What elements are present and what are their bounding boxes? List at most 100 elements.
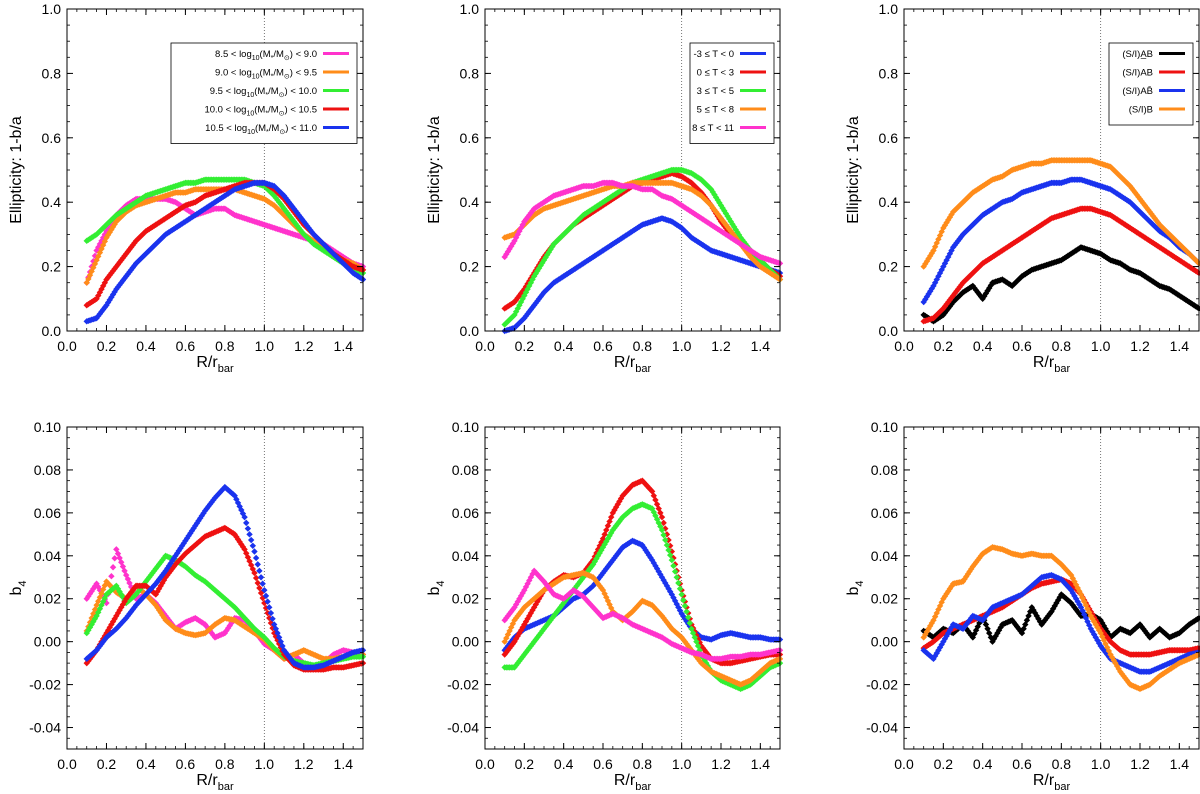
data-point (611, 506, 618, 514)
data-point (630, 606, 638, 614)
legend-label-part: ) < 10.0 (285, 86, 317, 97)
y-tick-label: 0.6 (879, 130, 899, 146)
data-point (114, 585, 122, 592)
data-point (264, 598, 271, 605)
data-point (1164, 229, 1172, 236)
data-point (93, 612, 100, 620)
legend-label-part: ) < 9.5 (290, 68, 317, 79)
data-point (1112, 168, 1119, 175)
data-point (516, 629, 523, 637)
data-point (99, 638, 107, 645)
data-point (307, 237, 314, 245)
legend-label: 5 ≤ T < 8 (697, 105, 734, 116)
data-point (83, 629, 90, 637)
data-point (1013, 277, 1021, 285)
data-point (516, 657, 523, 665)
data-point (750, 256, 757, 264)
x-tick-label: 1.2 (294, 756, 314, 772)
data-point (940, 311, 947, 319)
data-point (565, 226, 572, 233)
series-0 (501, 537, 784, 654)
y-tick-label: 1.0 (879, 1, 899, 17)
y-tick-label: 0.00 (452, 634, 479, 650)
data-point (550, 612, 558, 620)
x-tick-label: 0.8 (633, 756, 653, 772)
data-point (185, 532, 192, 539)
data-point (609, 526, 617, 534)
legend-box (1108, 42, 1194, 126)
data-point (969, 221, 977, 228)
data-point (272, 625, 280, 632)
data-point (685, 642, 692, 650)
legend-label-part: (M (254, 86, 265, 97)
data-point (670, 594, 677, 601)
data-point (698, 192, 705, 199)
data-point (1138, 210, 1145, 217)
legend-label-part: 10 (252, 55, 260, 62)
legend-label-part: (M (254, 105, 265, 116)
data-point (262, 604, 270, 612)
y-axis-label: b4 (426, 580, 447, 595)
data-point (972, 287, 980, 294)
data-point (114, 216, 122, 224)
data-point (1141, 213, 1149, 220)
y-tick-label: 0.2 (42, 259, 62, 275)
data-point (132, 591, 140, 598)
legend-label: -3 ≤ T < 0 (693, 49, 734, 60)
y-tick-label: 1.0 (42, 1, 62, 17)
data-point (509, 636, 517, 643)
legend-label: (S/I)B (1129, 105, 1153, 116)
legend-label-part: 9.0 < log (215, 68, 252, 79)
x-tick-label: 0.0 (475, 756, 495, 772)
data-point (175, 547, 183, 554)
series-3 (920, 157, 1200, 270)
data-point (941, 260, 949, 267)
data-point (246, 620, 253, 627)
y-tick-label: 0.10 (452, 419, 479, 435)
data-point (244, 525, 252, 532)
data-point (91, 583, 99, 590)
data-point (522, 289, 530, 296)
data-point (239, 510, 247, 517)
legend-label-part: ) < 9.0 (290, 49, 317, 60)
data-point (529, 213, 536, 220)
data-point (925, 255, 932, 262)
data-point (521, 621, 528, 628)
data-point (146, 574, 153, 581)
y-tick-label: 0.04 (34, 548, 61, 564)
data-point (940, 263, 947, 270)
data-point (553, 237, 561, 245)
y-axis-label-main: b (8, 587, 25, 596)
legend-label: 0 ≤ T < 3 (697, 68, 734, 79)
data-point (685, 231, 692, 238)
data-point (681, 602, 689, 610)
data-point (320, 240, 327, 248)
data-point (111, 587, 118, 594)
data-point (150, 600, 158, 607)
data-point (971, 268, 978, 275)
data-point (279, 210, 286, 217)
data-point (954, 285, 962, 293)
data-point (666, 551, 674, 559)
data-point (949, 244, 957, 251)
data-point (1172, 240, 1180, 248)
x-axis-label-main: R/r (614, 772, 636, 789)
data-point (594, 552, 602, 559)
data-point (247, 561, 255, 569)
data-point (99, 241, 107, 249)
x-tick-label: 0.8 (1052, 338, 1072, 354)
data-point (986, 284, 993, 292)
data-point (927, 252, 934, 260)
data-point (83, 659, 90, 667)
data-point (127, 266, 135, 274)
data-point (118, 591, 125, 598)
data-point (958, 200, 965, 208)
data-point (1118, 174, 1126, 182)
data-point (1177, 242, 1185, 249)
x-axis-label-main: R/r (614, 354, 636, 371)
legend-label-part: ⊙ (284, 74, 290, 81)
data-point (653, 516, 661, 523)
data-point (126, 591, 133, 598)
data-point (941, 303, 949, 310)
